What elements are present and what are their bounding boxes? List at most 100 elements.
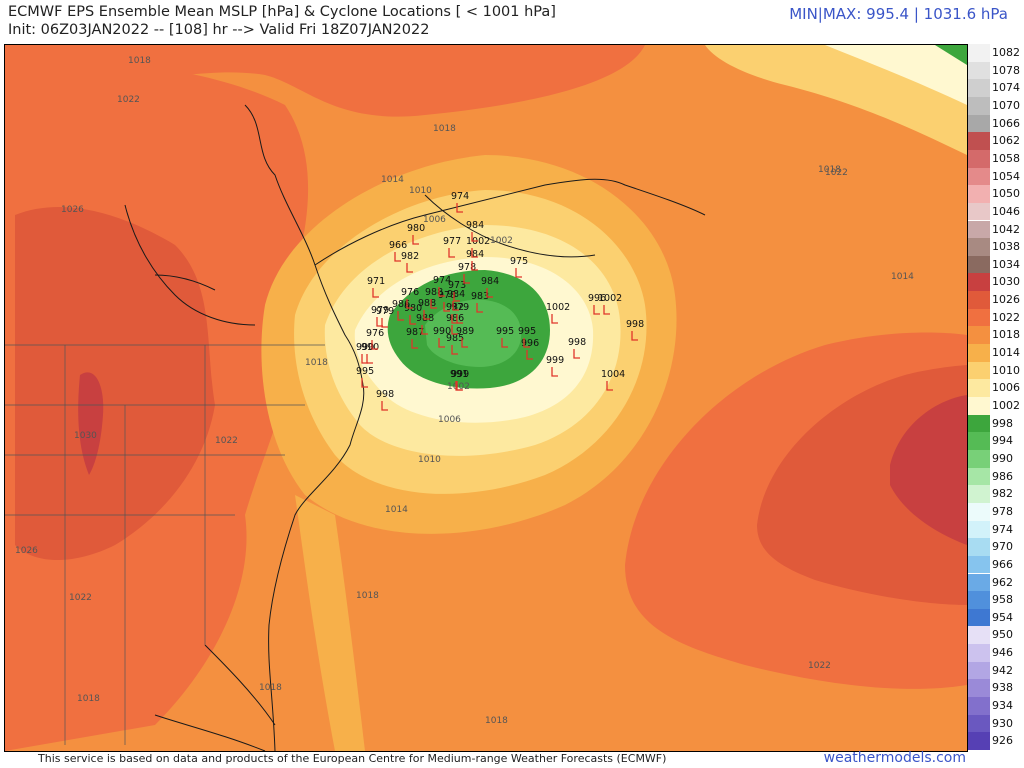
isobar-label: 1010 — [418, 455, 441, 465]
legend-swatch — [968, 414, 990, 433]
legend-row: 966 — [968, 555, 1020, 574]
legend-swatch — [968, 326, 990, 345]
member-pressure-label: 980 — [404, 303, 422, 314]
legend-label: 1074 — [992, 81, 1020, 95]
legend-label: 946 — [992, 646, 1013, 660]
init-valid-line: Init: 06Z03JAN2022 -- [108] hr --> Valid… — [8, 22, 430, 38]
field-998-ne — [935, 45, 967, 65]
legend-swatch — [968, 432, 990, 450]
cyclone-low-marker — [606, 381, 613, 391]
cyclone-low-marker — [593, 305, 600, 315]
florida-coast — [204, 644, 276, 726]
cyclone-low-marker — [448, 248, 455, 258]
min-max-readout: MIN|MAX: 995.4 | 1031.6 hPa — [789, 5, 1008, 23]
isobar-label: 1002 — [447, 382, 470, 392]
member-pressure-label: 982 — [401, 251, 419, 262]
legend-label: 1078 — [992, 63, 1020, 77]
cyclone-low-marker — [456, 203, 463, 213]
member-pressure-label: 979 — [451, 302, 469, 313]
cyclone-low-marker — [438, 287, 445, 297]
caribbean-coast — [154, 714, 266, 751]
isobar-label: 1022 — [825, 168, 848, 178]
member-pressure-label: 983 — [471, 291, 489, 302]
member-pressure-label: 973 — [448, 280, 466, 291]
cyclone-low-marker — [501, 338, 508, 348]
legend-label: 1026 — [992, 293, 1020, 307]
isobar-label: 1030 — [74, 431, 97, 441]
cyclone-low-marker — [406, 299, 413, 309]
ecmwf-credit: This service is based on data and produc… — [38, 752, 667, 765]
member-pressure-label: 999 — [546, 355, 564, 366]
isobar-label: 1014 — [381, 175, 404, 185]
legend-swatch — [968, 114, 990, 133]
cyclone-low-marker — [381, 401, 388, 411]
legend-label: 1002 — [992, 399, 1020, 412]
isobar-label: 1018 — [818, 165, 841, 175]
isobar-label: 1014 — [385, 505, 408, 515]
legend-row: 974 — [968, 520, 1020, 539]
cyclone-low-marker — [406, 263, 413, 273]
legend-label: 994 — [992, 434, 1013, 448]
cyclone-low-marker — [451, 314, 458, 324]
legend-row: 1026 — [968, 291, 1020, 309]
cyclone-low-marker — [438, 338, 445, 348]
legend-swatch — [968, 467, 990, 486]
cyclone-low-marker — [361, 378, 368, 388]
legend-swatch — [968, 449, 990, 468]
legend-swatch — [968, 149, 990, 168]
cyclone-low-marker — [631, 331, 638, 341]
member-pressure-label: 980 — [407, 223, 425, 234]
member-pressure-label: 986 — [446, 313, 464, 324]
legend-label: 1030 — [992, 275, 1020, 289]
cyclone-low-marker — [461, 338, 468, 348]
legend-row: 962 — [968, 573, 1020, 592]
member-pressure-label: 990 — [433, 326, 451, 337]
member-pressure-label: 974 — [433, 275, 451, 286]
cyclone-low-marker — [526, 350, 533, 360]
legend-row: 994 — [968, 432, 1020, 450]
member-pressure-label: 984 — [466, 249, 484, 260]
member-pressure-label: 974 — [451, 191, 469, 202]
cyclone-low-marker — [421, 325, 428, 335]
legend-label: 938 — [992, 681, 1013, 695]
member-pressure-label: 995 — [496, 326, 514, 337]
legend-row: 1014 — [968, 344, 1020, 362]
member-pressure-label: 979 — [371, 305, 389, 316]
legend-label: 1046 — [992, 204, 1020, 218]
member-pressure-label: 976 — [401, 287, 419, 298]
legend-label: 1022 — [992, 310, 1020, 324]
legend-label: 990 — [992, 451, 1013, 465]
legend-label: 1070 — [992, 98, 1020, 112]
legend-label: 950 — [992, 628, 1013, 642]
legend-label: 1062 — [992, 134, 1020, 148]
legend-row: 1018 — [968, 326, 1020, 345]
great-lakes-outline — [124, 204, 256, 326]
cyclone-low-marker — [423, 310, 430, 320]
isobar-label: 1026 — [15, 546, 38, 556]
legend-row: 1010 — [968, 361, 1020, 380]
legend-row: 1046 — [968, 202, 1020, 221]
legend-swatch — [968, 555, 990, 574]
isobar-label: 1018 — [485, 716, 508, 726]
cyclone-low-marker — [471, 261, 478, 271]
member-pressure-label: 987 — [406, 327, 424, 338]
cyclone-low-marker — [551, 314, 558, 324]
brand-link[interactable]: weathermodels.com — [823, 750, 966, 766]
legend-swatch — [968, 608, 990, 627]
member-pressure-label: 982 — [446, 302, 464, 313]
isobar-label: 1006 — [438, 415, 461, 425]
legend-row: 938 — [968, 679, 1020, 698]
legend-swatch — [968, 485, 990, 503]
member-pressure-label: 976 — [366, 328, 384, 339]
legend-label: 1014 — [992, 346, 1020, 360]
isobar-label: 1022 — [117, 95, 140, 105]
isobar-label: 1022 — [215, 436, 238, 446]
field-1014-south — [295, 495, 365, 751]
legend-row: 1042 — [968, 220, 1020, 239]
legend-label: 1054 — [992, 169, 1020, 183]
isobar-label: 1010 — [409, 186, 432, 196]
cyclone-low-marker — [361, 354, 368, 364]
legend-label: 1050 — [992, 187, 1020, 201]
member-pressure-label: 999 — [451, 369, 469, 380]
legend-swatch — [968, 573, 990, 592]
